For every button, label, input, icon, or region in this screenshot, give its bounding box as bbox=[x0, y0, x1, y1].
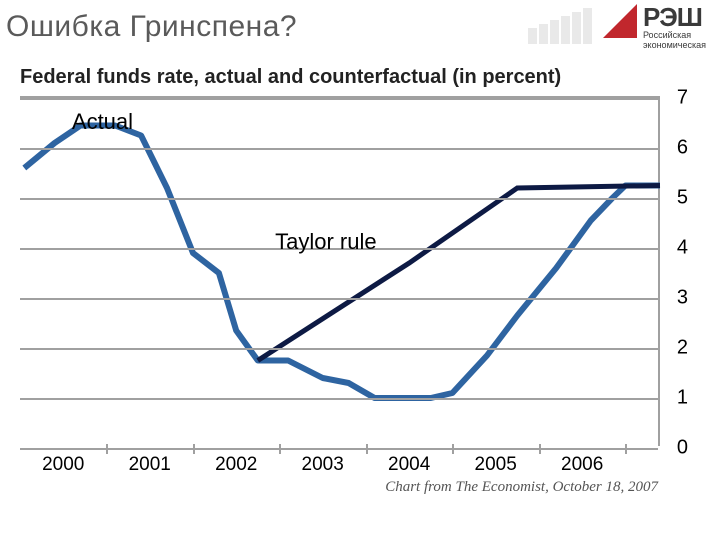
x-axis-label: 2001 bbox=[129, 454, 171, 476]
logo-bars-icon bbox=[527, 4, 597, 44]
x-axis-label: 2006 bbox=[561, 454, 603, 476]
gridline bbox=[20, 398, 658, 400]
x-axis-label: 2002 bbox=[215, 454, 257, 476]
x-tick bbox=[279, 444, 281, 454]
logo-text: РЭШ Российская экономическая bbox=[603, 4, 706, 50]
y-axis-label: 6 bbox=[677, 137, 688, 160]
x-axis-label: 2003 bbox=[302, 454, 344, 476]
y-axis-label: 5 bbox=[677, 187, 688, 210]
series-label: Taylor rule bbox=[275, 229, 376, 255]
x-tick bbox=[106, 444, 108, 454]
logo-triangle-icon bbox=[603, 4, 637, 38]
gridline bbox=[20, 148, 658, 150]
y-axis-label: 7 bbox=[677, 87, 688, 110]
gridline bbox=[20, 298, 658, 300]
chart-lines bbox=[20, 98, 658, 446]
gridline bbox=[20, 348, 658, 350]
y-axis-label: 2 bbox=[677, 337, 688, 360]
x-tick bbox=[366, 444, 368, 454]
x-tick bbox=[193, 444, 195, 454]
logo-words: РЭШ Российская экономическая bbox=[643, 4, 706, 50]
x-axis-label: 2000 bbox=[42, 454, 84, 476]
chart-wrap: 012345672000200120022003200420052006Actu… bbox=[10, 96, 710, 496]
y-axis-label: 1 bbox=[677, 387, 688, 410]
y-axis-label: 4 bbox=[677, 237, 688, 260]
x-tick bbox=[452, 444, 454, 454]
x-axis-label: 2005 bbox=[475, 454, 517, 476]
chart-title: Federal funds rate, actual and counterfa… bbox=[20, 66, 561, 89]
page-title: Ошибка Гринспена? bbox=[6, 10, 297, 44]
y-axis-label: 3 bbox=[677, 287, 688, 310]
gridline bbox=[20, 448, 658, 450]
series-label: Actual bbox=[72, 109, 133, 135]
plot-area: 012345672000200120022003200420052006Actu… bbox=[20, 96, 660, 446]
chart-source: Chart from The Economist, October 18, 20… bbox=[385, 479, 658, 496]
gridline bbox=[20, 98, 658, 100]
logo-line2: экономическая bbox=[643, 41, 706, 50]
x-tick bbox=[625, 444, 627, 454]
y-axis-label: 0 bbox=[677, 437, 688, 460]
series-line bbox=[24, 126, 660, 399]
x-axis-label: 2004 bbox=[388, 454, 430, 476]
gridline bbox=[20, 198, 658, 200]
slide: Ошибка Гринспена? РЭШ Российская экономи… bbox=[0, 0, 720, 540]
x-tick bbox=[539, 444, 541, 454]
logo-block: РЭШ Российская экономическая bbox=[527, 4, 706, 50]
chart-source-text: Chart from The Economist, October 18, 20… bbox=[385, 479, 658, 495]
logo-abbrev: РЭШ bbox=[643, 4, 706, 31]
